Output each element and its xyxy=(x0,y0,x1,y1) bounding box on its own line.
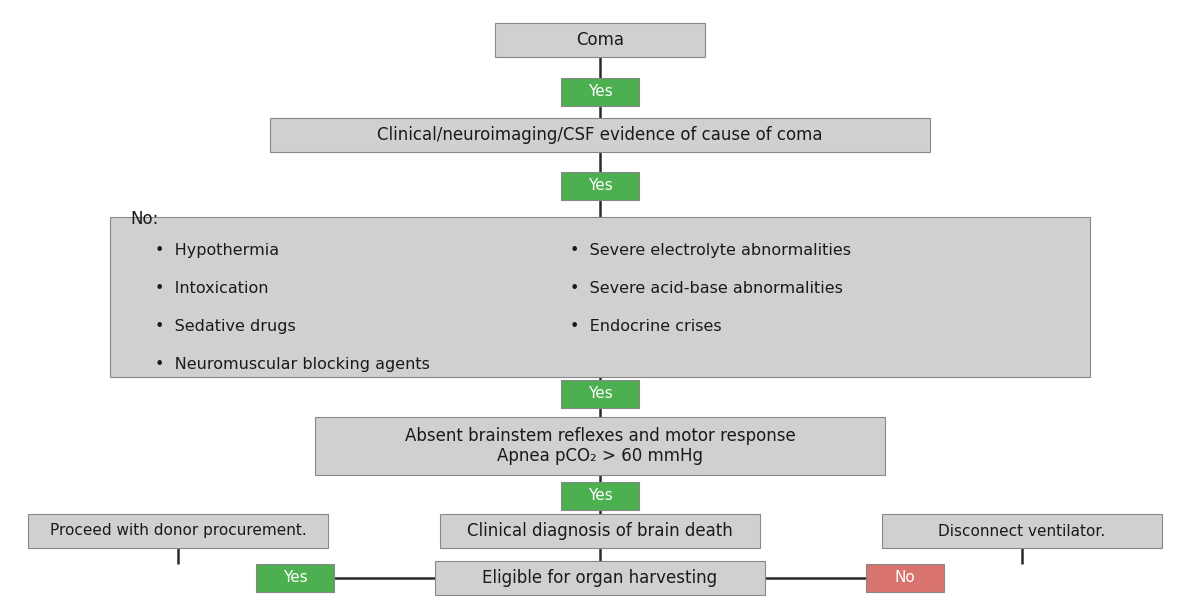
FancyBboxPatch shape xyxy=(562,482,640,510)
FancyBboxPatch shape xyxy=(562,172,640,200)
Text: Yes: Yes xyxy=(283,570,307,586)
FancyBboxPatch shape xyxy=(496,23,706,57)
Text: Coma: Coma xyxy=(576,31,624,49)
FancyBboxPatch shape xyxy=(882,514,1162,548)
FancyBboxPatch shape xyxy=(562,78,640,106)
Text: Clinical diagnosis of brain death: Clinical diagnosis of brain death xyxy=(467,522,733,540)
Text: •  Intoxication: • Intoxication xyxy=(155,281,269,296)
Text: Absent brainstem reflexes and motor response
Apnea pCO₂ > 60 mmHg: Absent brainstem reflexes and motor resp… xyxy=(404,427,796,465)
Text: Clinical/neuroimaging/CSF evidence of cause of coma: Clinical/neuroimaging/CSF evidence of ca… xyxy=(377,126,823,144)
Text: Yes: Yes xyxy=(588,179,612,193)
Text: No: No xyxy=(895,570,916,586)
Text: No:: No: xyxy=(130,210,158,228)
Text: Yes: Yes xyxy=(588,387,612,401)
Text: Yes: Yes xyxy=(588,84,612,100)
Text: Eligible for organ harvesting: Eligible for organ harvesting xyxy=(482,569,718,587)
Text: Yes: Yes xyxy=(588,488,612,504)
FancyBboxPatch shape xyxy=(110,217,1090,377)
Text: Disconnect ventilator.: Disconnect ventilator. xyxy=(938,523,1105,539)
FancyBboxPatch shape xyxy=(256,564,334,592)
FancyBboxPatch shape xyxy=(436,561,766,595)
Text: •  Hypothermia: • Hypothermia xyxy=(155,243,280,258)
FancyBboxPatch shape xyxy=(270,118,930,152)
Text: •  Neuromuscular blocking agents: • Neuromuscular blocking agents xyxy=(155,357,430,372)
Text: •  Endocrine crises: • Endocrine crises xyxy=(570,319,721,334)
Text: •  Sedative drugs: • Sedative drugs xyxy=(155,319,295,334)
Text: •  Severe acid-base abnormalities: • Severe acid-base abnormalities xyxy=(570,281,842,296)
FancyBboxPatch shape xyxy=(28,514,328,548)
Text: •  Severe electrolyte abnormalities: • Severe electrolyte abnormalities xyxy=(570,243,851,258)
FancyBboxPatch shape xyxy=(562,380,640,408)
FancyBboxPatch shape xyxy=(314,417,886,475)
FancyBboxPatch shape xyxy=(866,564,944,592)
Text: Proceed with donor procurement.: Proceed with donor procurement. xyxy=(49,523,306,539)
FancyBboxPatch shape xyxy=(440,514,760,548)
